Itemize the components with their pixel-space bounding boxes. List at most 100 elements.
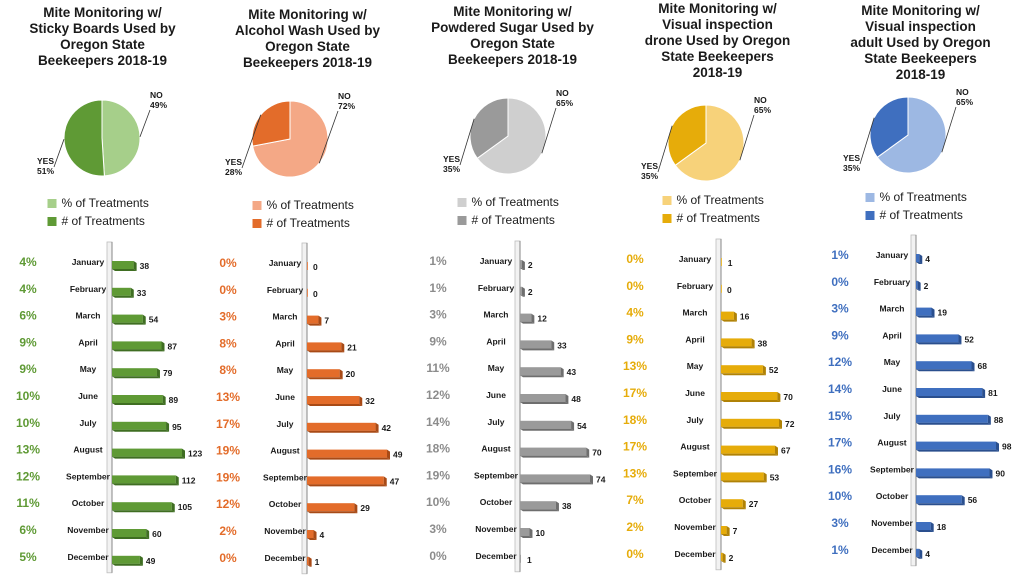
bar-value-label: 33	[557, 340, 567, 350]
bar-bottom	[520, 268, 525, 270]
pie-label-no: NO	[556, 88, 569, 98]
chart-title: Sticky Boards Used by	[29, 21, 176, 36]
bar-november	[112, 529, 147, 537]
chart-title: Visual inspection	[662, 17, 773, 32]
month-label: June	[275, 392, 295, 402]
month-label: December	[674, 549, 716, 559]
percent-label: 8%	[219, 336, 237, 350]
month-label: May	[687, 361, 704, 371]
pie-value-yes: 35%	[641, 171, 658, 181]
bar-april	[112, 341, 162, 350]
bar-october	[721, 499, 743, 508]
bar-value-label: 90	[995, 468, 1005, 478]
bar-july	[916, 414, 988, 423]
bar-march	[520, 313, 532, 322]
percent-label: 12%	[216, 497, 240, 511]
bar-bottom	[916, 556, 923, 559]
legend-swatch-count	[47, 217, 57, 226]
bar-bottom	[721, 426, 782, 429]
bar-bottom	[916, 503, 965, 506]
pie-leader-line	[739, 114, 755, 161]
month-label: April	[685, 334, 704, 344]
percent-label: 0%	[219, 256, 237, 270]
bar-side	[359, 396, 363, 406]
bar-side	[996, 441, 999, 452]
bar-bottom	[721, 400, 781, 402]
month-label: October	[679, 495, 712, 505]
percent-label: 3%	[429, 522, 447, 536]
percent-label: 17%	[216, 417, 240, 431]
bar-bottom	[112, 483, 179, 486]
month-label: September	[673, 468, 718, 478]
percent-label: 1%	[831, 248, 849, 262]
bar-side	[919, 254, 923, 264]
pie-leader-line	[541, 107, 557, 154]
month-label: January	[679, 254, 712, 264]
month-label: August	[73, 445, 102, 455]
pie-value-no: 72%	[338, 101, 355, 111]
bar-may	[112, 368, 157, 377]
legend-label-pct: % of Treatments	[472, 195, 559, 209]
legend-label-count: # of Treatments	[472, 213, 555, 227]
percent-label: 0%	[219, 551, 237, 565]
bar-value-label: 7	[324, 316, 329, 326]
chart-title: Beekeepers 2018-19	[38, 53, 167, 68]
bar-bottom	[112, 376, 160, 379]
bar-january	[307, 262, 308, 270]
bar-value-label: 105	[178, 502, 192, 512]
bar-bottom	[307, 350, 345, 353]
bar-october	[112, 502, 172, 511]
bar-october	[307, 503, 355, 512]
bar-value-label: 47	[390, 476, 400, 486]
bar-bottom	[916, 342, 962, 345]
bar-side	[958, 334, 962, 345]
month-label: May	[80, 364, 97, 374]
bar-side	[919, 548, 923, 559]
bar-value-label: 60	[152, 529, 162, 539]
bar-value-label: 19	[938, 308, 948, 318]
bar-side	[142, 314, 146, 325]
chart-title: drone Used by Oregon	[645, 33, 791, 48]
bar-may	[721, 365, 763, 374]
bar-bottom	[307, 564, 312, 567]
bar-side	[917, 280, 921, 291]
month-label: November	[475, 524, 517, 534]
bar-side	[521, 260, 525, 270]
percent-label: 4%	[626, 306, 644, 320]
bar-value-label: 48	[571, 394, 581, 404]
chart-panel-5: Mite Monitoring w/Visual inspectionadult…	[828, 3, 1012, 567]
month-label: March	[879, 304, 904, 314]
chart-title: Mite Monitoring w/	[861, 3, 980, 18]
percent-label: 10%	[16, 416, 40, 430]
bar-value-label: 54	[149, 315, 159, 325]
bar-september	[307, 476, 384, 485]
pie-label-no: NO	[338, 91, 351, 101]
legend-swatch-pct	[457, 198, 467, 207]
bar-side	[779, 418, 782, 429]
percent-label: 6%	[19, 309, 37, 323]
bar-july	[520, 420, 572, 429]
bar-bottom	[112, 349, 165, 352]
bar-value-label: 68	[978, 361, 988, 371]
legend-label-pct: % of Treatments	[880, 190, 967, 204]
bar-december	[112, 555, 140, 564]
bar-bottom	[916, 530, 934, 532]
bar-november	[721, 526, 727, 534]
month-label: June	[685, 388, 705, 398]
bar-value-label: 67	[781, 446, 791, 456]
legend-swatch-count	[865, 211, 875, 220]
month-label: July	[79, 418, 96, 428]
month-label: November	[674, 522, 716, 532]
month-label: February	[267, 285, 304, 295]
bar-may	[916, 361, 972, 370]
percent-label: 1%	[831, 543, 849, 557]
pie-leader-line	[139, 109, 151, 137]
bar-bottom	[112, 429, 170, 432]
legend-swatch-count	[252, 219, 262, 228]
pie-leader-line	[657, 125, 673, 173]
bar-bottom	[721, 507, 746, 510]
bar-bottom	[721, 560, 726, 563]
percent-label: 9%	[831, 328, 849, 342]
bar-value-label: 0	[313, 262, 318, 272]
